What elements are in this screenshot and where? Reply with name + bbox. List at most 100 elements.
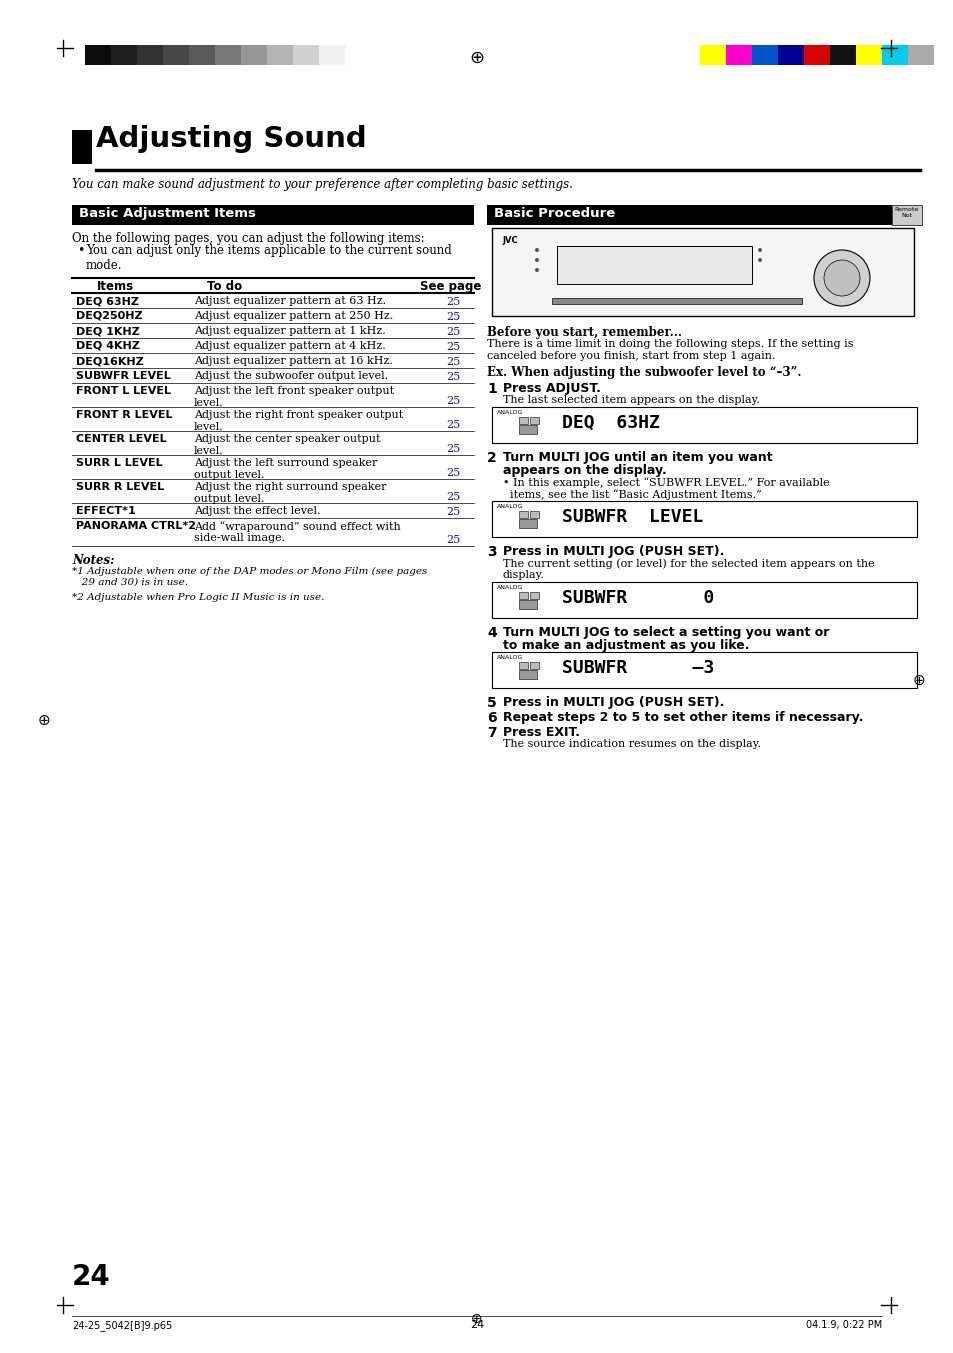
Text: SURR R LEVEL: SURR R LEVEL: [76, 482, 164, 492]
Bar: [492, 652, 916, 687]
Text: 25: 25: [446, 507, 459, 517]
Bar: [518, 511, 527, 518]
Text: DEQ 1KHZ: DEQ 1KHZ: [76, 326, 139, 336]
Text: Basic Procedure: Basic Procedure: [494, 207, 615, 221]
Bar: [241, 45, 267, 65]
Text: items, see the list “Basic Adjustment Items.”: items, see the list “Basic Adjustment It…: [502, 488, 760, 499]
Text: Adjust the right front speaker output
level.: Adjust the right front speaker output le…: [193, 410, 403, 432]
Text: SUBWFR       0: SUBWFR 0: [561, 589, 714, 607]
Text: 25: 25: [446, 357, 459, 367]
Text: Press in MULTI JOG (PUSH SET).: Press in MULTI JOG (PUSH SET).: [502, 545, 723, 557]
Text: 5: 5: [486, 695, 497, 710]
Text: See page: See page: [419, 280, 481, 294]
Text: Remote
Not: Remote Not: [894, 207, 918, 218]
Bar: [492, 501, 916, 537]
Bar: [486, 206, 891, 225]
Text: 25: 25: [446, 342, 459, 352]
Text: Press in MULTI JOG (PUSH SET).: Press in MULTI JOG (PUSH SET).: [502, 695, 723, 709]
Text: 25: 25: [446, 419, 459, 430]
Text: FRONT L LEVEL: FRONT L LEVEL: [76, 386, 171, 396]
Bar: [518, 593, 527, 599]
Text: Adjust equalizer pattern at 16 kHz.: Adjust equalizer pattern at 16 kHz.: [193, 356, 393, 367]
Text: Adjust equalizer pattern at 250 Hz.: Adjust equalizer pattern at 250 Hz.: [193, 311, 393, 321]
Text: 6: 6: [486, 710, 497, 725]
Bar: [518, 662, 527, 668]
Text: ANALOG: ANALOG: [497, 410, 523, 415]
Text: to make an adjustment as you like.: to make an adjustment as you like.: [502, 639, 749, 652]
Text: 2: 2: [486, 451, 497, 465]
Text: 25: 25: [446, 327, 459, 337]
Bar: [855, 45, 882, 65]
Text: Adjust the center speaker output
level.: Adjust the center speaker output level.: [193, 434, 380, 456]
Bar: [891, 206, 921, 225]
Text: 4: 4: [486, 626, 497, 640]
Text: Items: Items: [97, 280, 134, 294]
Bar: [293, 45, 318, 65]
Text: The current setting (or level) for the selected item appears on the: The current setting (or level) for the s…: [502, 557, 874, 568]
Bar: [71, 206, 474, 225]
Text: 24-25_5042[B]9.p65: 24-25_5042[B]9.p65: [71, 1321, 172, 1331]
Text: To do: To do: [207, 280, 242, 294]
Text: SUBWFR  LEVEL: SUBWFR LEVEL: [561, 507, 702, 526]
Text: 25: 25: [446, 396, 459, 406]
Text: There is a time limit in doing the following steps. If the setting is
canceled b: There is a time limit in doing the follo…: [486, 340, 853, 361]
Text: ⊕: ⊕: [469, 49, 484, 68]
Bar: [492, 407, 916, 442]
Text: You can make sound adjustment to your preference after completing basic settings: You can make sound adjustment to your pr…: [71, 179, 572, 191]
Text: ⊕: ⊕: [912, 672, 924, 687]
Text: display.: display.: [502, 570, 544, 580]
Text: Repeat steps 2 to 5 to set other items if necessary.: Repeat steps 2 to 5 to set other items i…: [502, 710, 862, 724]
Circle shape: [823, 260, 859, 296]
Text: 25: 25: [446, 313, 459, 322]
Text: Before you start, remember...: Before you start, remember...: [486, 326, 681, 340]
Text: SUBWFR      –3: SUBWFR –3: [561, 659, 714, 676]
Text: PANORAMA CTRL*2: PANORAMA CTRL*2: [76, 521, 195, 530]
Text: SURR L LEVEL: SURR L LEVEL: [76, 459, 162, 468]
Text: Add “wraparound” sound effect with
side-wall image.: Add “wraparound” sound effect with side-…: [193, 521, 400, 544]
Bar: [882, 45, 907, 65]
Text: Adjust the left surround speaker
output level.: Adjust the left surround speaker output …: [193, 459, 377, 479]
Text: 1: 1: [486, 382, 497, 396]
Text: Basic Adjustment Items: Basic Adjustment Items: [79, 207, 255, 221]
Bar: [137, 45, 163, 65]
Bar: [552, 298, 801, 304]
Bar: [214, 45, 241, 65]
Text: ANALOG: ANALOG: [497, 505, 523, 509]
Bar: [71, 130, 91, 164]
Bar: [518, 520, 537, 528]
Text: Press EXIT.: Press EXIT.: [502, 727, 579, 739]
Text: •: •: [77, 244, 84, 257]
Text: Adjust equalizer pattern at 63 Hz.: Adjust equalizer pattern at 63 Hz.: [193, 296, 386, 306]
Bar: [492, 229, 913, 317]
Text: Press ADJUST.: Press ADJUST.: [502, 382, 600, 395]
Text: 25: 25: [446, 298, 459, 307]
Circle shape: [758, 248, 761, 252]
Text: 24: 24: [470, 1321, 483, 1330]
Text: EFFECT*1: EFFECT*1: [76, 506, 135, 515]
Bar: [530, 593, 538, 599]
Text: DEQ 63HZ: DEQ 63HZ: [76, 296, 139, 306]
Bar: [267, 45, 293, 65]
Bar: [725, 45, 751, 65]
Text: 7: 7: [486, 727, 497, 740]
Text: Adjusting Sound: Adjusting Sound: [96, 124, 366, 153]
Text: 04.1.9, 0:22 PM: 04.1.9, 0:22 PM: [805, 1321, 882, 1330]
Text: ⊕: ⊕: [471, 1312, 482, 1326]
Text: Adjust equalizer pattern at 4 kHz.: Adjust equalizer pattern at 4 kHz.: [193, 341, 385, 350]
Bar: [700, 45, 725, 65]
Text: 25: 25: [446, 534, 459, 545]
Text: 25: 25: [446, 444, 459, 455]
Bar: [907, 45, 933, 65]
Bar: [530, 417, 538, 423]
Text: appears on the display.: appears on the display.: [502, 464, 666, 478]
Text: Turn MULTI JOG until an item you want: Turn MULTI JOG until an item you want: [502, 451, 772, 464]
Bar: [492, 582, 916, 618]
Text: 25: 25: [446, 492, 459, 502]
Text: Adjust the right surround speaker
output level.: Adjust the right surround speaker output…: [193, 482, 386, 503]
Text: ANALOG: ANALOG: [497, 655, 523, 660]
Text: *1 Adjustable when one of the DAP modes or Mono Film (see pages
   29 and 30) is: *1 Adjustable when one of the DAP modes …: [71, 567, 427, 586]
Circle shape: [535, 248, 538, 252]
Bar: [557, 246, 751, 284]
Text: JVC: JVC: [501, 235, 517, 245]
Bar: [318, 45, 345, 65]
